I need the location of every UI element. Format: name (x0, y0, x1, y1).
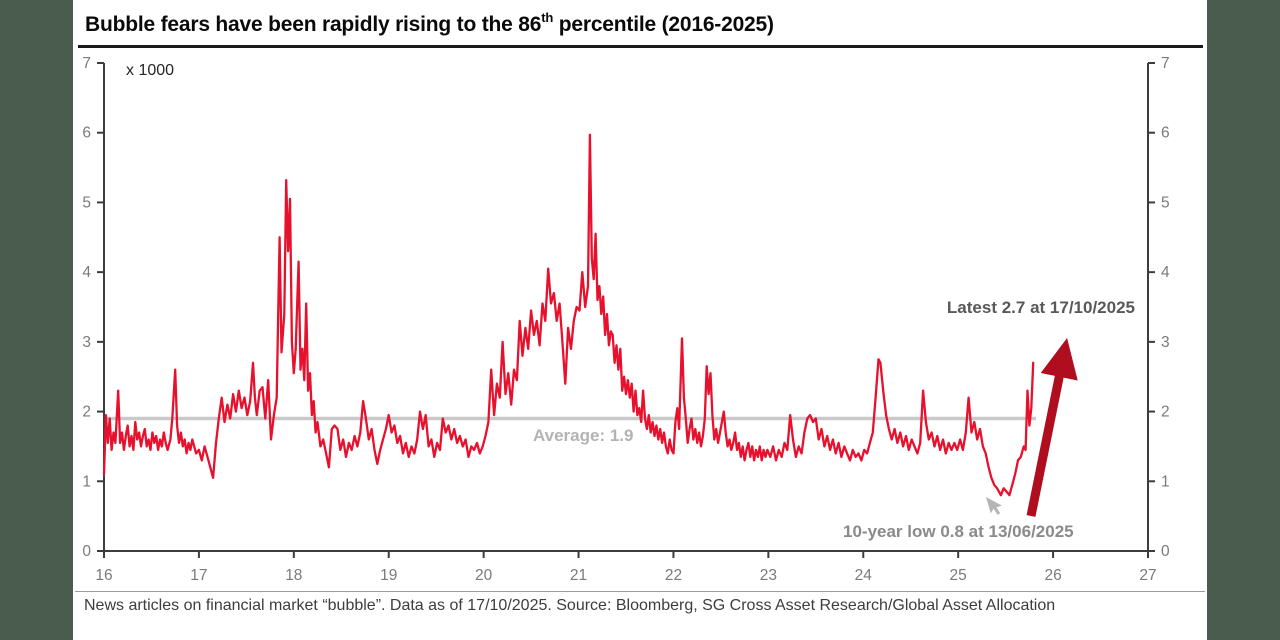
chart-panel: Bubble fears have been rapidly rising to… (73, 0, 1207, 640)
annotation-average: Average: 1.9 (533, 426, 634, 445)
annotation-latest: Latest 2.7 at 17/10/2025 (946, 298, 1135, 317)
tick-labels: 0 01 12 23 34 45 56 67 716 17 18 19 20 21 22 23 24 25 26 27 (82, 55, 1170, 584)
chart-canvas: 0 01 12 23 34 45 56 67 716 17 18 19 20 21 22 23 24 25 26 27 (82, 55, 1170, 584)
svg-text:4: 4 (82, 264, 91, 281)
bubble-series-line (102, 133, 1035, 497)
svg-text:2: 2 (82, 404, 91, 421)
svg-text:22: 22 (665, 567, 682, 584)
svg-text:5: 5 (1161, 194, 1170, 211)
svg-text:4: 4 (1161, 264, 1170, 281)
svg-text:5: 5 (82, 194, 91, 211)
svg-text:0: 0 (82, 543, 91, 560)
svg-text:19: 19 (380, 567, 397, 584)
svg-text:3: 3 (1161, 334, 1170, 351)
svg-text:6: 6 (82, 125, 91, 142)
svg-text:7: 7 (1161, 55, 1170, 72)
svg-text:18: 18 (285, 567, 302, 584)
svg-text:23: 23 (760, 567, 777, 584)
svg-text:7: 7 (82, 55, 91, 72)
svg-text:20: 20 (475, 567, 493, 584)
svg-text:1: 1 (1161, 473, 1170, 490)
page-title: Bubble fears have been rapidly rising to… (85, 10, 774, 37)
svg-text:26: 26 (1044, 567, 1061, 584)
svg-text:17: 17 (190, 567, 207, 584)
title-superscript: th (541, 10, 554, 25)
title-text: Bubble fears have been rapidly rising to… (85, 13, 542, 36)
svg-text:1: 1 (82, 473, 91, 490)
axis-unit-label: x 1000 (126, 62, 175, 79)
svg-text:21: 21 (570, 567, 587, 584)
svg-text:0: 0 (1161, 543, 1170, 560)
trend-arrow (1026, 338, 1078, 517)
svg-text:2: 2 (1161, 404, 1170, 421)
svg-text:27: 27 (1139, 567, 1156, 584)
annotation-low: 10-year low 0.8 at 13/06/2025 (843, 522, 1074, 541)
footer-divider (75, 591, 1205, 592)
svg-text:24: 24 (855, 567, 873, 584)
source-note: News articles on financial market “bubbl… (84, 597, 1056, 614)
svg-text:6: 6 (1161, 125, 1170, 142)
svg-text:3: 3 (82, 334, 91, 351)
title-text-tail: percentile (2016-2025) (553, 13, 774, 36)
svg-text:25: 25 (950, 567, 967, 584)
cursor-pointer-icon (986, 497, 1002, 515)
axes (97, 62, 1155, 558)
svg-text:16: 16 (95, 567, 112, 584)
title-divider (78, 45, 1203, 48)
